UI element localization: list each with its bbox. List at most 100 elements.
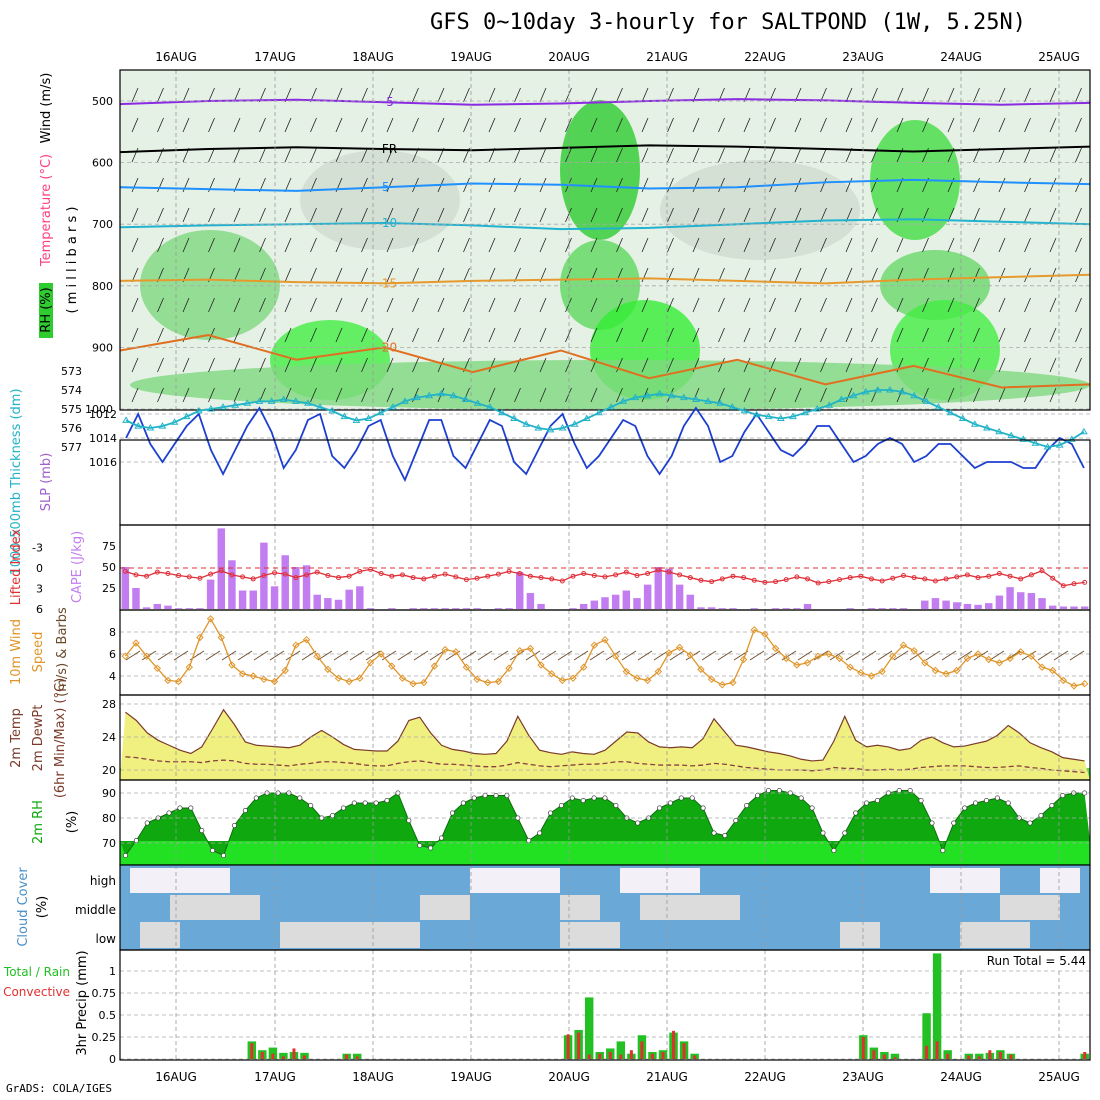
wind-barb	[335, 327, 343, 343]
cape-bar	[409, 608, 417, 609]
wind-speed-point	[121, 652, 130, 660]
wind-barb	[539, 147, 547, 163]
thickness-point	[958, 414, 967, 421]
wind-barb	[641, 357, 649, 373]
wind-barb	[973, 327, 980, 343]
rh-point	[362, 800, 368, 806]
lifted-index-point	[261, 573, 267, 579]
thickness-point	[182, 412, 191, 420]
wind-barb-10m	[157, 650, 173, 661]
lifted-index-point	[900, 573, 906, 579]
wind-barb	[590, 87, 598, 103]
wind-barb	[259, 327, 266, 343]
thickness-point	[449, 391, 458, 399]
thickness-point	[1007, 431, 1016, 439]
cape-bar	[473, 608, 481, 609]
cape-bar	[665, 568, 673, 609]
wind-barb	[743, 357, 751, 373]
lifted-index-point	[208, 571, 214, 577]
rh-point	[776, 787, 782, 794]
wind-speed-point	[697, 665, 705, 674]
rh-point	[656, 805, 663, 811]
cloud-block	[840, 922, 880, 948]
wind-speed-point	[921, 659, 929, 667]
cape-bar	[185, 608, 194, 609]
wind-barb	[539, 387, 547, 403]
wind-barb	[310, 147, 317, 163]
wind-barb	[769, 327, 776, 343]
wind-barb	[437, 357, 445, 373]
cape-bar	[1080, 606, 1089, 609]
cape-bar	[249, 590, 257, 609]
wind-barb	[973, 177, 980, 193]
wind-speed-point	[654, 667, 663, 676]
wind-speed-point	[377, 650, 385, 658]
thickness-point	[728, 403, 737, 410]
rh-point	[253, 795, 259, 801]
wind-barb	[1024, 327, 1031, 343]
cape-bar	[729, 608, 737, 609]
wind-barb	[590, 117, 598, 133]
wind-speed-point	[579, 663, 588, 671]
wind-speed-tick: 4	[109, 670, 116, 683]
wind-barb	[259, 237, 266, 253]
wind-barb	[769, 237, 776, 253]
wind-speed-point	[153, 664, 162, 673]
wind-barb	[590, 297, 598, 313]
wind-barb	[973, 207, 980, 223]
day-label-bottom: 24AUG	[940, 1070, 982, 1084]
wind-barb	[769, 117, 776, 133]
lifted-index-point	[176, 573, 182, 579]
wind-barb	[769, 267, 776, 283]
wind-barb	[514, 87, 521, 103]
wind-barb	[667, 327, 674, 343]
rh-point	[417, 842, 423, 849]
cape-bar	[281, 555, 289, 609]
lifted-index-point	[453, 574, 459, 580]
rh-point	[537, 830, 543, 836]
wind-speed-point	[196, 633, 204, 642]
thickness-point	[340, 412, 349, 420]
thickness-point	[461, 395, 470, 402]
rh-point	[144, 820, 150, 826]
precip-convective-bar	[271, 1053, 275, 1059]
lifted-index-point	[549, 576, 555, 582]
wind-barb-10m	[221, 650, 237, 661]
wind-barb	[335, 117, 343, 133]
wind-barb	[233, 387, 241, 403]
rh-point	[308, 802, 314, 809]
precip-convective-bar	[650, 1053, 654, 1059]
lifted-index-line	[125, 568, 1085, 587]
day-label-bottom: 22AUG	[744, 1070, 786, 1084]
cape-bar	[132, 588, 140, 609]
wind-barb	[259, 117, 266, 133]
lifted-index-point	[634, 573, 640, 579]
cape-bar	[292, 567, 300, 609]
wind-barb	[361, 117, 368, 133]
wind-barb	[1049, 327, 1057, 343]
wind-barb	[284, 357, 292, 373]
cape-bar	[334, 599, 343, 609]
lifted-index-point	[197, 575, 203, 581]
precip-convective-bar	[629, 1050, 633, 1059]
wind-barb-10m	[669, 650, 685, 661]
cape-axis-label: CAPE (J/kg)	[70, 531, 85, 603]
wind-speed-point	[516, 646, 524, 655]
cape-bar	[953, 602, 961, 609]
wind-barb	[616, 387, 623, 403]
wind-barb	[488, 207, 496, 223]
cape-bar	[420, 608, 428, 609]
temp-line	[125, 708, 1085, 762]
cloud-unit-label: (%)	[35, 896, 50, 919]
wind-barb	[208, 237, 215, 253]
wind-barb	[284, 147, 292, 163]
wind-barb	[667, 147, 674, 163]
wind-barb	[743, 207, 751, 223]
wind-barb	[539, 237, 547, 253]
rh-point	[853, 810, 859, 816]
wind-barb	[692, 147, 700, 163]
wind-barb	[769, 147, 776, 163]
thickness-point	[704, 397, 712, 404]
wind-barb	[922, 357, 929, 373]
wind-speed-point	[569, 674, 577, 682]
